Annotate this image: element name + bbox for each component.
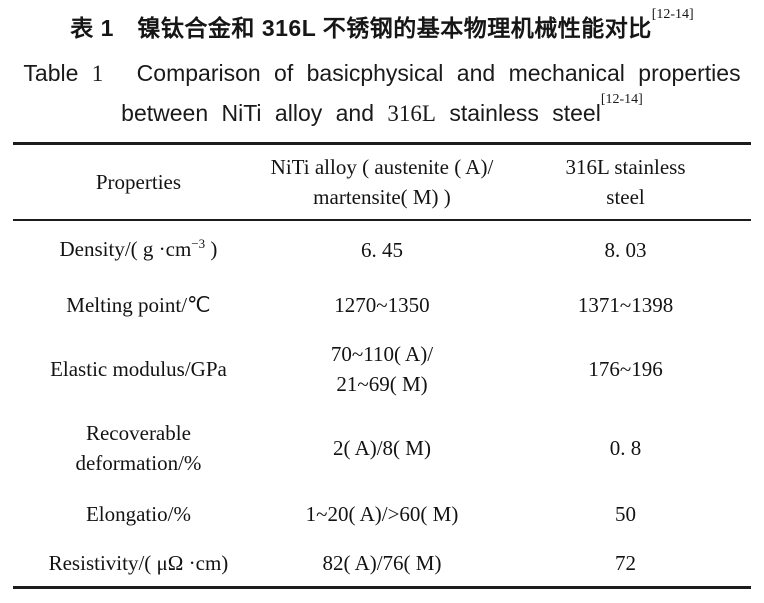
recoverable-deformation-niti-value: 2( A)/8( M)	[332, 435, 431, 460]
caption-table-number: 1	[91, 61, 104, 86]
citation-superscript-english: [12-14]	[600, 92, 643, 108]
elongation-steel-value: 50	[615, 501, 637, 526]
recoverable-deformation-label-line1: Recoverable	[85, 420, 191, 445]
recoverable-deformation-label-line2: deformation/%	[75, 450, 202, 475]
header-steel-line2: steel	[606, 184, 645, 209]
table-caption-english-line2: between NiTi alloy and 316L stainless st…	[0, 92, 764, 127]
elastic-modulus-niti-line1: 70~110( A)/	[330, 341, 434, 366]
properties-comparison-table: Properties NiTi alloy ( austenite ( A)/ …	[13, 142, 751, 589]
recoverable-deformation-label: Recoverable deformation/%	[13, 408, 264, 488]
elongation-niti-value: 1~20( A)/>60( M)	[305, 501, 459, 526]
caption-word-table: Table	[23, 60, 79, 86]
elastic-modulus-niti-line2: 21~69( M)	[336, 371, 428, 396]
density-steel-value: 8. 03	[604, 238, 647, 262]
melting-point-label: Melting point/℃	[66, 292, 211, 317]
resistivity-steel-value: 72	[615, 550, 637, 575]
table-row-melting-point: Melting point/℃ 1270~1350 1371~1398	[13, 280, 751, 330]
caption-alloy-number: 316L	[387, 101, 436, 126]
header-steel-line1: 316L stainless	[565, 154, 686, 179]
table-header-row: Properties NiTi alloy ( austenite ( A)/ …	[13, 144, 751, 220]
citation-superscript-chinese: [12-14]	[651, 7, 694, 23]
resistivity-label: Resistivity/( μΩ ·cm)	[48, 550, 229, 575]
elongation-label: Elongatio/%	[85, 501, 191, 526]
elastic-modulus-steel-value: 176~196	[588, 356, 663, 381]
table-row-resistivity: Resistivity/( μΩ ·cm) 82( A)/76( M) 72	[13, 540, 751, 588]
header-cell-316l-steel: 316L stainless steel	[500, 144, 751, 220]
header-niti-line1: NiTi alloy ( austenite ( A)/	[270, 154, 494, 179]
table-caption-english-line1: Table 1 Comparison of basicphysical and …	[0, 60, 764, 87]
density-label-suffix: )	[205, 236, 218, 261]
density-label-cell: Density/( g ·cm−3 )	[13, 220, 264, 280]
header-cell-niti-alloy: NiTi alloy ( austenite ( A)/ martensite(…	[264, 144, 500, 220]
header-niti-line2: martensite( M) )	[313, 184, 451, 209]
table-row-recoverable-deformation: Recoverable deformation/% 2( A)/8( M) 0.…	[13, 408, 751, 488]
caption-english-rest: Comparison of basicphysical and mechanic…	[136, 60, 741, 86]
header-cell-properties: Properties	[95, 169, 182, 194]
density-niti-value: 6. 45	[360, 238, 403, 262]
table-row-elastic-modulus: Elastic modulus/GPa 70~110( A)/ 21~69( M…	[13, 330, 751, 408]
density-label-prefix: Density/( g ·cm	[59, 236, 192, 261]
table-caption-chinese: 表 1 镍钛合金和 316L 不锈钢的基本物理机械性能对比[12-14]	[0, 0, 764, 43]
resistivity-niti-value: 82( A)/76( M)	[322, 550, 442, 575]
caption-english-part1: between NiTi alloy and	[121, 100, 375, 126]
table-row-elongation: Elongatio/% 1~20( A)/>60( M) 50	[13, 488, 751, 540]
caption-english-part2: stainless steel	[449, 100, 601, 126]
table-caption-chinese-text: 表 1 镍钛合金和 316L 不锈钢的基本物理机械性能对比	[70, 15, 652, 41]
melting-point-steel-value: 1371~1398	[577, 292, 674, 317]
elastic-modulus-label: Elastic modulus/GPa	[50, 356, 227, 381]
density-unit-exponent: −3	[191, 235, 206, 251]
recoverable-deformation-steel-value: 0. 8	[609, 435, 642, 460]
elastic-modulus-niti-value: 70~110( A)/ 21~69( M)	[264, 330, 500, 408]
table-row-density: Density/( g ·cm−3 ) 6. 45 8. 03	[13, 220, 751, 280]
melting-point-niti-value: 1270~1350	[334, 292, 430, 317]
